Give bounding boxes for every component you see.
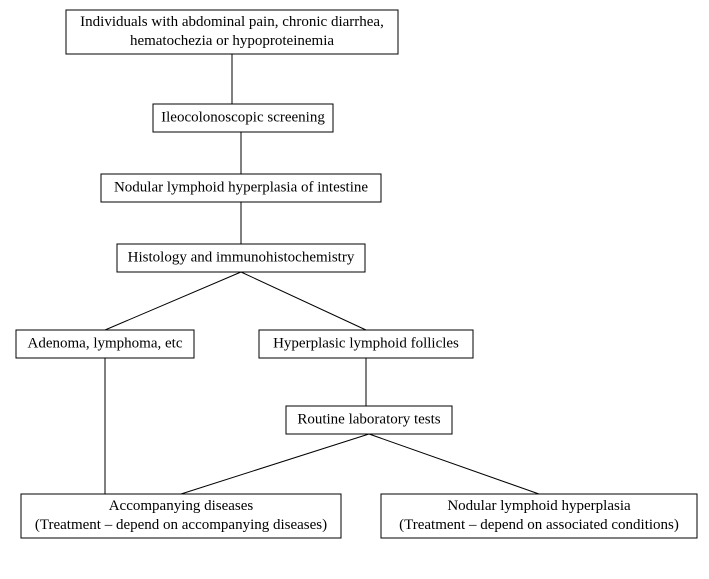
- node-label: (Treatment – depend on accompanying dise…: [35, 517, 327, 533]
- node-label: Histology and immunohistochemistry: [128, 249, 355, 265]
- edge: [369, 434, 539, 494]
- node-label: hematochezia or hypoproteinemia: [130, 33, 334, 49]
- node-label: Routine laboratory tests: [297, 411, 440, 427]
- nlh-outcome-node: Nodular lymphoid hyperplasia (Treatment –…: [381, 494, 697, 538]
- edge: [105, 272, 241, 330]
- node-label: Individuals with abdominal pain, chronic…: [80, 14, 384, 30]
- screening-node: Ileocolonoscopic screening: [153, 104, 333, 132]
- node-label: Hyperplasic lymphoid follicles: [273, 335, 459, 351]
- edge: [241, 272, 366, 330]
- accompanying-diseases-node: Accompanying diseases (Treatment – depend…: [21, 494, 341, 538]
- adenoma-node: Adenoma, lymphoma, etc: [16, 330, 194, 358]
- node-label: Adenoma, lymphoma, etc: [28, 335, 183, 351]
- node-label: Ileocolonoscopic screening: [161, 109, 325, 125]
- flowchart-svg: Individuals with abdominal pain, chronic…: [0, 0, 709, 579]
- histology-node: Histology and immunohistochemistry: [117, 244, 365, 272]
- hyperplastic-follicles-node: Hyperplasic lymphoid follicles: [259, 330, 473, 358]
- routine-lab-node: Routine laboratory tests: [286, 406, 452, 434]
- edge: [181, 434, 369, 494]
- symptoms-node: Individuals with abdominal pain, chronic…: [66, 10, 398, 54]
- node-label: Accompanying diseases: [109, 498, 254, 514]
- nodes-group: Individuals with abdominal pain, chronic…: [16, 10, 697, 538]
- node-label: Nodular lymphoid hyperplasia of intestin…: [114, 179, 368, 195]
- node-label: Nodular lymphoid hyperplasia: [447, 498, 631, 514]
- nlh-intestine-node: Nodular lymphoid hyperplasia of intestin…: [101, 174, 381, 202]
- node-label: (Treatment – depend on associated condit…: [399, 517, 679, 533]
